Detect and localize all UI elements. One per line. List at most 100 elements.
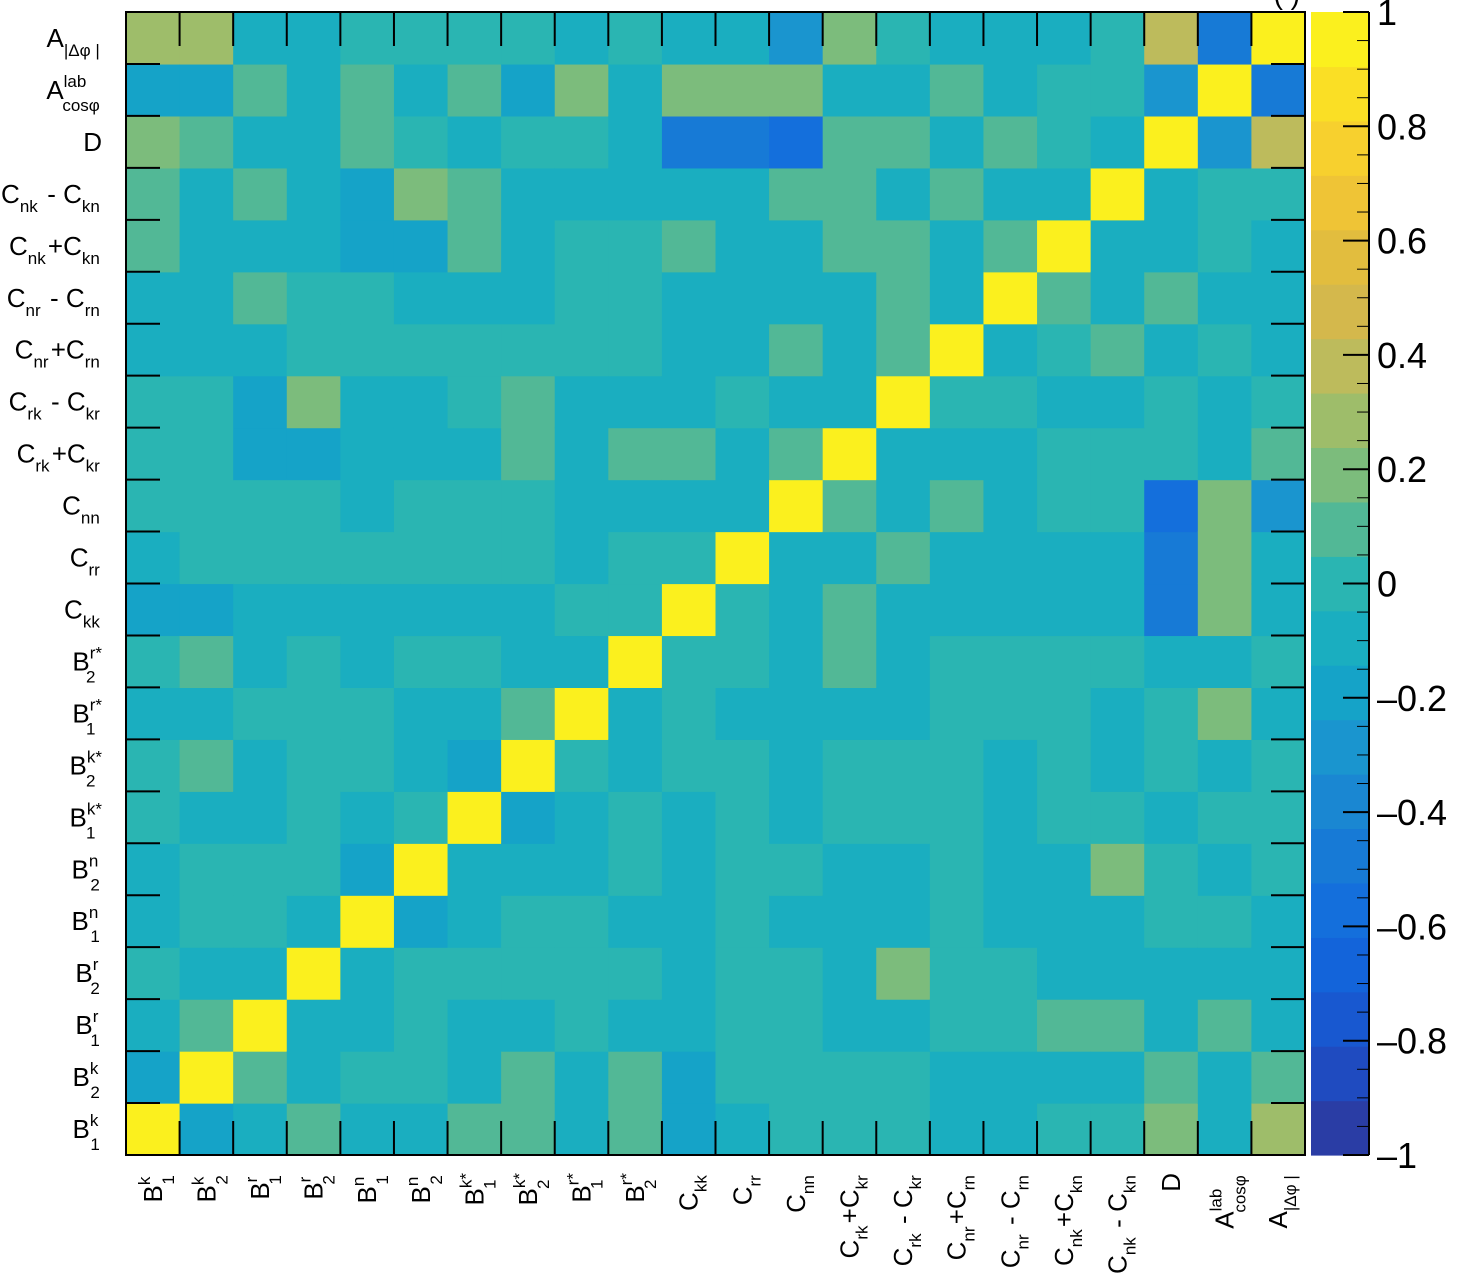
heatmap-cell-Cnn-B2k* bbox=[769, 739, 824, 792]
axis-ticks bbox=[126, 12, 1305, 1155]
heatmap-cell-Cnr-Crn-Cnk+Ckn bbox=[983, 219, 1038, 273]
heatmap-cell-Crk-Ckr-B1n bbox=[876, 895, 931, 948]
y-tick-label-Acosphi_lab: Alab cosφ bbox=[46, 72, 102, 115]
x-tick-label-Crk-Ckr: Crk - Ckr bbox=[888, 1173, 925, 1266]
heatmap-cell-B2k*-Crk-Ckr bbox=[501, 375, 556, 429]
colorbar-segment bbox=[1311, 991, 1369, 1047]
heatmap-cell-B1r-Cnk+Ckn bbox=[233, 219, 288, 273]
colorbar-segment bbox=[1311, 828, 1369, 884]
heatmap-cell-Crk+Ckr-B2n bbox=[822, 843, 877, 896]
heatmap-cell-B2r-B2r* bbox=[286, 635, 341, 688]
heatmap-cell-Cnk-Ckn-Cnn bbox=[1090, 479, 1145, 533]
heatmap-cell-B1k*-B1n bbox=[447, 895, 502, 948]
heatmap-cell-Crr-B2k* bbox=[715, 739, 770, 792]
heatmap-cell-Crk+Ckr-B2r bbox=[822, 947, 877, 1000]
heatmap-cell-B2r-B1k* bbox=[286, 791, 341, 844]
y-tick-label-B1n: Bn 1 bbox=[72, 903, 102, 946]
heatmap-cell-Cnk-Ckn-Crk-Ckr bbox=[1090, 375, 1145, 429]
heatmap-cell-B1r-D bbox=[233, 115, 288, 169]
heatmap-cell-D-B1k bbox=[1144, 1103, 1199, 1156]
heatmap-cell-Cnn-B1k bbox=[769, 1103, 824, 1156]
heatmap-cell-B1r*-Crk-Ckr bbox=[554, 375, 609, 429]
heatmap-cell-Cnn-B1n bbox=[769, 895, 824, 948]
heatmap-cell-Crk-Ckr-Cnk-Ckn bbox=[876, 167, 931, 221]
heatmap-cell-Cnr-Crn-A_dphi bbox=[983, 12, 1038, 65]
heatmap-cell-Cnr-Crn-B2n bbox=[983, 843, 1038, 896]
heatmap-cell-B1n-B1k* bbox=[340, 791, 395, 844]
heatmap-cell-Cnn-Acosphi_lab bbox=[769, 63, 824, 117]
y-tick-label-Ckk: Ckk bbox=[64, 594, 102, 631]
heatmap-cell-Cnk+Ckn-Cnr-Crn bbox=[1037, 271, 1092, 325]
heatmap-cell-B2n-Acosphi_lab bbox=[393, 63, 449, 117]
heatmap-cell-Acosphi_lab-Ckk bbox=[1197, 583, 1253, 637]
heatmap-cell-B1k-Crk+Ckr bbox=[126, 427, 181, 481]
heatmap-cell-Cnr-Crn-Acosphi_lab bbox=[983, 63, 1038, 117]
heatmap-cell-Cnk+Ckn-B2r* bbox=[1037, 635, 1092, 688]
heatmap-cell-Crk-Ckr-B1k bbox=[876, 1103, 931, 1156]
heatmap-cell-A_dphi-Cnr+Crn bbox=[1251, 323, 1306, 377]
heatmap-cell-A_dphi-Crr bbox=[1251, 531, 1306, 585]
heatmap-cell-Cnr+Crn-B2k* bbox=[929, 739, 985, 792]
heatmap-cell-Crk-Ckr-B1r bbox=[876, 999, 931, 1052]
x-tick-label-Cnr+Crn: Cnr +Crn bbox=[942, 1173, 979, 1260]
heatmap-cell-Ckk-Crk-Ckr bbox=[661, 375, 717, 429]
heatmap-cell-B1k*-B1k* bbox=[447, 791, 502, 844]
x-tick-label-Crk+Ckr: Crk +Ckr bbox=[834, 1173, 871, 1258]
heatmap-cell-Cnr-Crn-Cnn bbox=[983, 479, 1038, 533]
y-tick-label-Crr: Crr bbox=[70, 543, 102, 580]
heatmap-cell-Cnk-Ckn-A_dphi bbox=[1090, 12, 1145, 65]
heatmap-cell-Cnk-Ckn-B2k bbox=[1090, 1051, 1145, 1104]
heatmap-cell-Cnr+Crn-Cnk+Ckn bbox=[929, 219, 985, 273]
heatmap-cell-Crr-B1k bbox=[715, 1103, 770, 1156]
heatmap-cell-B2r-B2n bbox=[286, 843, 341, 896]
heatmap-cell-B1r-Cnr-Crn bbox=[233, 271, 288, 325]
heatmap-cell-B2r-Ckk bbox=[286, 583, 341, 637]
heatmap-cell-A_dphi-B2r* bbox=[1251, 635, 1306, 688]
heatmap-cell-B2k*-Cnk+Ckn bbox=[501, 219, 556, 273]
heatmap-cell-B1r-Ckk bbox=[233, 583, 288, 637]
colorbar-segment bbox=[1311, 665, 1369, 721]
heatmap-cell-Acosphi_lab-A_dphi bbox=[1197, 12, 1253, 65]
heatmap-cell-B1r-B1n bbox=[233, 895, 288, 948]
heatmap-cell-Crk-Ckr-B2r* bbox=[876, 635, 931, 688]
heatmap-cell-Acosphi_lab-B1r bbox=[1197, 999, 1253, 1052]
heatmap-cell-B2n-B2k* bbox=[393, 739, 449, 792]
heatmap-cell-Cnr-Crn-Cnk-Ckn bbox=[983, 167, 1038, 221]
heatmap-cell-B2r*-Cnk-Ckn bbox=[608, 167, 663, 221]
heatmap-cell-B1n-Crk+Ckr bbox=[340, 427, 395, 481]
colorbar-segment bbox=[1311, 338, 1369, 394]
y-tick-label-B1r: Br 1 bbox=[75, 1007, 102, 1050]
heatmap-cell-B1r-Crk-Ckr bbox=[233, 375, 288, 429]
heatmap-cell-Cnr-Crn-B2r* bbox=[983, 635, 1038, 688]
y-tick-label-Cnr+Crn: Cnr +Crn bbox=[15, 335, 102, 372]
heatmap-cell-Cnr-Crn-Ckk bbox=[983, 583, 1038, 637]
heatmap-cell-B1r-Cnk-Ckn bbox=[233, 167, 288, 221]
heatmap-cell-Cnk+Ckn-D bbox=[1037, 115, 1092, 169]
colorbar-segment bbox=[1311, 284, 1369, 340]
heatmap-cell-B2k-A_dphi bbox=[179, 12, 234, 65]
heatmap-cell-Cnn-Cnk+Ckn bbox=[769, 219, 824, 273]
heatmap-cell-B2n-B1r bbox=[393, 999, 449, 1052]
heatmap-cell-B1r*-Cnr-Crn bbox=[554, 271, 609, 325]
colorbar-tick-label: 0 bbox=[1377, 564, 1397, 605]
heatmap-cell-B1n-B1n bbox=[340, 895, 395, 948]
heatmap-cell-A_dphi-B2n bbox=[1251, 843, 1306, 896]
heatmap-cell-Cnn-Cnr+Crn bbox=[769, 323, 824, 377]
heatmap-cell-B1k-Cnn bbox=[126, 479, 181, 533]
heatmap-cell-Crk+Ckr-B2r* bbox=[822, 635, 877, 688]
heatmap-cell-Ckk-Cnk+Ckn bbox=[661, 219, 717, 273]
heatmap-cell-B2k*-Cnr-Crn bbox=[501, 271, 556, 325]
heatmap-cell-Cnn-Ckk bbox=[769, 583, 824, 637]
heatmap-cell-Cnn-B2r bbox=[769, 947, 824, 1000]
heatmap-cell-B1k-B2k bbox=[126, 1051, 181, 1104]
colorbar-segment bbox=[1311, 393, 1369, 449]
heatmap-cell-Crr-Ckk bbox=[715, 583, 770, 637]
heatmap-cell-D-Crr bbox=[1144, 531, 1199, 585]
color-scale-bar: 1 0.8 0.6 0.4 0.2 0 –0.2 –0.4 –0.6 –0.8 –1 bbox=[1311, 0, 1447, 1176]
heatmap-cell-B1k*-Cnk-Ckn bbox=[447, 167, 502, 221]
heatmap-cell-D-B2r* bbox=[1144, 635, 1199, 688]
heatmap-cell-B1n-Ckk bbox=[340, 583, 395, 637]
heatmap-cell-Crk-Ckr-B2k bbox=[876, 1051, 931, 1104]
heatmap-cell-Ckk-Ckk bbox=[661, 583, 717, 637]
